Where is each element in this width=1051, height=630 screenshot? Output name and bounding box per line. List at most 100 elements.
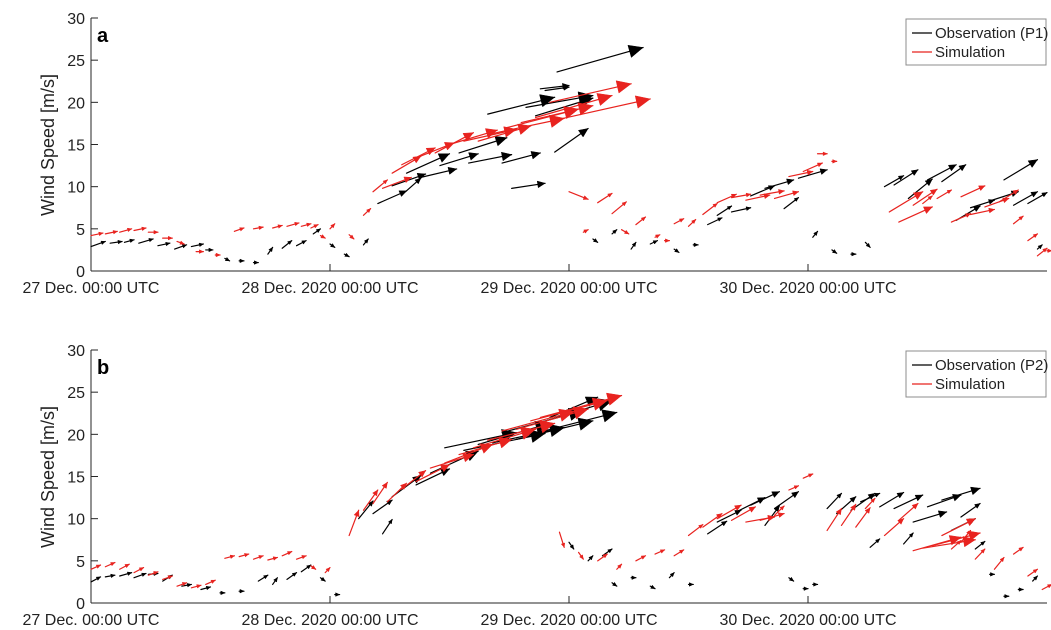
- wind-arrow: [104, 230, 118, 235]
- wind-arrow: [812, 582, 819, 587]
- wind-arrow: [730, 192, 752, 199]
- wind-arrow: [372, 179, 388, 193]
- wind-arrow: [501, 151, 541, 164]
- y-tick-label: 15: [67, 138, 85, 155]
- wind-arrow: [922, 195, 933, 205]
- wind-arrow: [788, 485, 800, 491]
- wind-arrow: [687, 218, 697, 227]
- wind-arrow: [864, 241, 871, 248]
- wind-arrow: [716, 205, 733, 216]
- wind-arrow: [759, 189, 785, 196]
- wind-arrow: [611, 581, 618, 587]
- wind-arrow: [119, 227, 133, 233]
- wind-arrow: [831, 159, 838, 164]
- wind-arrow: [989, 572, 996, 577]
- wind-arrow: [176, 582, 188, 587]
- wind-arrow: [358, 500, 374, 520]
- wind-arrow: [855, 507, 871, 528]
- wind-arrow: [362, 207, 372, 216]
- wind-arrow: [773, 505, 785, 516]
- wind-arrow: [487, 420, 556, 441]
- wind-arrow: [668, 572, 675, 579]
- wind-arrow: [329, 223, 336, 230]
- wind-arrow: [405, 153, 451, 174]
- x-tick-label: 29 Dec. 2020 00:00 UTC: [481, 280, 658, 297]
- wind-arrow: [802, 162, 823, 173]
- wind-arrow: [362, 489, 379, 511]
- wind-arrow: [936, 189, 953, 200]
- wind-arrow: [898, 206, 933, 223]
- x-tick-label: 27 Dec. 00:00 UTC: [23, 612, 160, 629]
- wind-arrow: [1027, 191, 1048, 205]
- wind-arrow: [200, 585, 212, 591]
- wind-arrow: [348, 509, 360, 537]
- wind-arrow: [176, 240, 185, 245]
- x-tick-label: 28 Dec. 2020 00:00 UTC: [242, 612, 419, 629]
- wind-arrow: [272, 577, 279, 586]
- wind-arrow: [1046, 248, 1051, 253]
- plot-area: [91, 18, 1047, 271]
- wind-arrow: [577, 551, 584, 560]
- wind-arrow: [1036, 247, 1048, 257]
- wind-arrow: [319, 234, 326, 239]
- wind-arrow: [864, 497, 876, 510]
- wind-arrow: [324, 566, 331, 574]
- legend: Observation (P2) Simulation: [905, 350, 1048, 398]
- wind-arrow: [348, 234, 355, 240]
- x-tick-label: 30 Dec. 2020 00:00 UTC: [720, 280, 897, 297]
- wind-arrow: [257, 574, 269, 582]
- wind-arrow: [267, 556, 279, 561]
- wind-arrow: [635, 555, 647, 562]
- wind-arrow: [898, 502, 919, 521]
- y-tick-label: 20: [67, 95, 85, 112]
- wind-arrow: [1012, 191, 1039, 206]
- wind-arrow: [238, 258, 245, 264]
- wind-arrow: [205, 579, 216, 586]
- wind-arrow: [312, 228, 322, 235]
- y-tick-label: 10: [67, 180, 85, 197]
- wind-arrow: [902, 532, 914, 545]
- wind-arrow: [520, 102, 594, 124]
- wind-arrow: [974, 540, 986, 550]
- wind-arrow: [157, 241, 171, 247]
- wind-arrow: [104, 573, 116, 579]
- wind-arrow: [90, 564, 102, 570]
- wind-arrow: [190, 242, 204, 248]
- wind-arrow: [773, 190, 800, 200]
- wind-arrow: [267, 246, 274, 255]
- wind-arrow: [773, 491, 800, 510]
- panel-b: b Wind Speed [m/s] 0 5 10 15 20 25 30 27 Dec. 0…: [23, 343, 1051, 629]
- wind-arrow: [195, 249, 204, 254]
- wind-arrow: [941, 486, 981, 501]
- wind-arrow: [611, 229, 618, 235]
- wind-arrow: [1027, 233, 1039, 242]
- y-tick-label: 30: [67, 343, 85, 360]
- wind-arrow: [319, 576, 326, 582]
- wind-arrow: [310, 565, 317, 570]
- wind-arrow: [468, 151, 513, 164]
- wind-arrow: [109, 239, 123, 245]
- wind-arrow: [893, 494, 924, 510]
- wind-arrow: [730, 506, 757, 521]
- wind-arrow: [783, 197, 800, 210]
- panel-a: a Wind Speed [m/s] 0 5 10 15 20 25 30 27 Dec. 0…: [23, 11, 1051, 297]
- wind-arrow: [788, 169, 814, 178]
- wind-arrow: [620, 229, 630, 235]
- panel-letter: a: [97, 25, 109, 47]
- wind-arrow: [974, 548, 986, 560]
- y-tick-label: 5: [76, 222, 85, 239]
- wind-arrow: [90, 576, 102, 583]
- wind-arrow: [415, 464, 451, 483]
- wind-arrow: [295, 555, 307, 560]
- wind-arrow: [649, 240, 659, 245]
- y-tick-label: 30: [67, 11, 85, 28]
- wind-arrow: [587, 555, 594, 562]
- wind-arrow: [372, 481, 388, 505]
- wind-arrow: [90, 231, 104, 237]
- wind-arrow: [458, 136, 508, 154]
- wind-arrow: [673, 218, 685, 225]
- wind-arrow: [281, 550, 293, 557]
- y-tick-label: 25: [67, 385, 85, 402]
- wind-arrow: [1036, 244, 1043, 250]
